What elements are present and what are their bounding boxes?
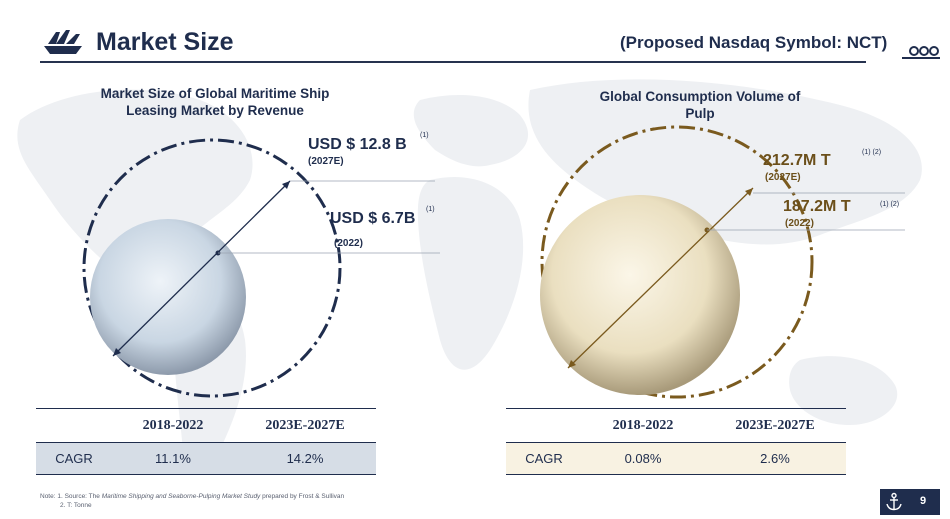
nasdaq-symbol: (Proposed Nasdaq Symbol: NCT) <box>620 33 888 52</box>
page-title: Market Size <box>96 28 234 56</box>
ship-icon <box>44 30 82 54</box>
left-arrow-head <box>282 181 290 189</box>
right-title-line1: Global Consumption Volume of <box>599 89 801 104</box>
left-label-2022: (2022) <box>334 238 363 249</box>
right-sphere-2022 <box>540 195 740 395</box>
left-note-2027: (1) <box>420 132 429 139</box>
left-panel-title: Market Size of Global Maritime Ship Leas… <box>70 85 360 119</box>
table-header-cell: 2023E-2027E <box>234 408 376 443</box>
left-sphere-2022 <box>90 219 246 375</box>
anchor-icon <box>886 492 902 511</box>
table-cell: CAGR <box>525 451 563 466</box>
left-cagr-table: 2018-2022 2023E-2027E CAGR 11.1% 14.2% <box>36 408 376 475</box>
table-header-cell <box>506 408 582 443</box>
table-cell: 11.1% <box>155 451 191 466</box>
right-label-2027: (2027E) <box>765 172 801 183</box>
right-arrow-head <box>745 188 753 196</box>
footnote-source-a: 1. Source: The <box>57 493 102 500</box>
right-value-2022: 187.2M T <box>783 198 851 215</box>
footnote-line2: 2. T: Tonne <box>60 502 92 509</box>
right-ring-2027 <box>540 125 814 399</box>
table-header-cell <box>36 408 112 443</box>
footnote-source-b: prepared by Frost & Sullivan <box>260 493 345 500</box>
right-cagr-table: 2018-2022 2023E-2027E CAGR 0.08% 2.6% <box>506 408 846 475</box>
table-cell: 14.2% <box>286 451 324 466</box>
left-diameter-outer <box>112 180 291 357</box>
left-title-line2: Leasing Market by Revenue <box>126 103 304 118</box>
left-label-2027: (2027E) <box>308 156 344 167</box>
page-number: 9 <box>920 495 927 507</box>
table-header-cell: 2023E-2027E <box>704 408 846 443</box>
left-title-line1: Market Size of Global Maritime Ship <box>100 86 330 101</box>
footnote: Note: 1. Source: The Maritime Shipping a… <box>40 492 344 510</box>
table-cell: 2.6% <box>760 451 790 466</box>
right-panel-title: Global Consumption Volume of Pulp <box>555 88 845 122</box>
footnote-source-title: Maritime Shipping and Seaborne-Pulping M… <box>101 493 261 500</box>
left-ring-2027 <box>82 138 342 398</box>
table-header-row: 2018-2022 2023E-2027E <box>506 408 846 443</box>
right-label-2022: (2022) <box>785 218 814 229</box>
table-header-cell: 2018-2022 <box>112 408 234 443</box>
right-arrow-tail <box>568 360 576 368</box>
left-value-2027: USD $ 12.8 B <box>308 136 407 153</box>
left-note-2022: (1) <box>426 206 435 213</box>
right-note-2022: (1) (2) <box>880 201 900 208</box>
right-value-2027: 212.7M T <box>763 152 831 169</box>
page-badge: 9 <box>880 489 940 515</box>
waves-icon <box>902 46 940 59</box>
right-note-2027: (1) (2) <box>862 149 882 156</box>
right-title-line2: Pulp <box>685 106 715 121</box>
header-divider <box>40 61 866 63</box>
footnote-prefix: Note: <box>40 493 56 500</box>
footnote-line1: Note: 1. Source: The Maritime Shipping a… <box>40 492 344 501</box>
right-diameter-outer <box>567 187 754 369</box>
table-row: CAGR 11.1% 14.2% <box>36 442 376 475</box>
header: Market Size (Proposed Nasdaq Symbol: NCT… <box>0 0 950 64</box>
table-cell: CAGR <box>55 451 93 466</box>
table-header-row: 2018-2022 2023E-2027E <box>36 408 376 443</box>
table-cell: 0.08% <box>624 451 662 466</box>
left-value-2022: USD $ 6.7B <box>330 210 416 227</box>
table-row: CAGR 0.08% 2.6% <box>506 442 846 475</box>
left-arrow-tail <box>113 348 121 356</box>
table-header-cell: 2018-2022 <box>582 408 704 443</box>
